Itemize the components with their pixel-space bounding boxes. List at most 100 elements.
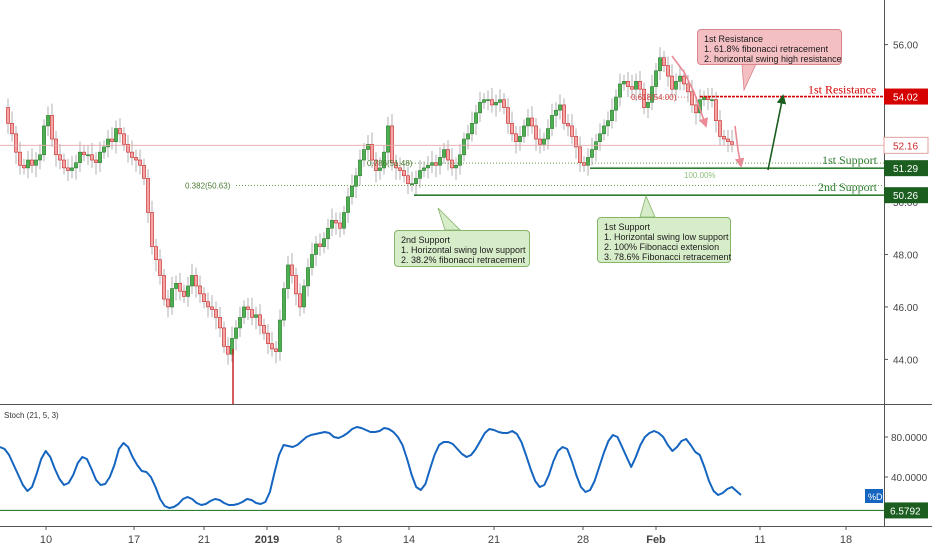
- price-tick-label: 50.00: [893, 198, 918, 209]
- callout-line: 1st Resistance: [704, 34, 764, 44]
- candle-body: [338, 222, 342, 229]
- callout-line: 3. 78.6% Fibonacci retracement: [604, 252, 732, 262]
- candle-body: [522, 125, 526, 137]
- time-tick-label: 21: [488, 534, 500, 546]
- candle-body: [162, 275, 166, 300]
- candle-body: [378, 167, 382, 171]
- candle-body: [94, 159, 98, 163]
- candle-body: [214, 309, 218, 318]
- candle-body: [342, 212, 346, 229]
- candle-body: [642, 88, 646, 108]
- candle-body: [430, 162, 434, 166]
- candle-body: [42, 125, 46, 156]
- candle-body: [246, 306, 250, 310]
- candle-body: [170, 288, 174, 308]
- time-tick-label: 11: [754, 534, 765, 546]
- candle-body: [446, 149, 450, 161]
- candle-body: [398, 167, 402, 171]
- candle-body: [610, 109, 614, 121]
- candle-body: [586, 157, 590, 166]
- fib-618-label: 0.618(54.00): [631, 93, 677, 102]
- candle-body: [178, 283, 182, 292]
- candle-body: [218, 317, 222, 329]
- candle-body: [546, 128, 550, 140]
- candle-body: [250, 309, 254, 318]
- price-tick-label: 44.00: [893, 355, 918, 366]
- support-1-label: 1st Support: [822, 153, 878, 167]
- candle-body: [634, 81, 638, 90]
- candle-body: [226, 345, 230, 355]
- candle-body: [494, 102, 498, 106]
- candle-body: [174, 283, 178, 289]
- candle-body: [574, 136, 578, 148]
- candle-body: [538, 138, 542, 145]
- candle-body: [422, 167, 426, 171]
- support-2-callout: 2nd Support 1. Horizontal swing low supp…: [394, 230, 530, 267]
- candle-body: [554, 109, 558, 116]
- support-1-tag: 51.29: [893, 164, 918, 175]
- time-tick-label: 8: [336, 534, 342, 546]
- time-tick-label: 2019: [255, 534, 279, 546]
- candle-body: [686, 83, 690, 93]
- candle-body: [254, 314, 258, 318]
- candle-body: [166, 298, 170, 308]
- support-2-tag: 50.26: [893, 191, 918, 202]
- candle-body: [14, 133, 18, 153]
- candle-body: [18, 151, 22, 166]
- candle-body: [458, 154, 462, 166]
- candle-body: [614, 96, 618, 111]
- candle-body: [310, 254, 314, 268]
- candle-body: [710, 99, 714, 101]
- candle-body: [410, 183, 414, 185]
- stoch-tick-label: 80.0000: [891, 433, 928, 444]
- candle-body: [606, 120, 610, 127]
- candle-body: [462, 138, 466, 156]
- candle-body: [50, 115, 54, 140]
- candle-body: [402, 170, 406, 177]
- time-tick-label: 21: [198, 534, 210, 546]
- candle-body: [330, 220, 334, 229]
- candle-body: [142, 164, 146, 179]
- candle-body: [38, 154, 42, 161]
- stoch-d-tag: %D: [868, 492, 883, 502]
- annotations: 0.786(51.48) 0.382(50.63) 0.618(54.00) 100.…: [185, 55, 884, 231]
- candle-body: [110, 138, 114, 142]
- support-1-tag-bg: [884, 160, 928, 177]
- candle-body: [670, 75, 674, 90]
- callout-line: 1. Horizontal swing low support: [604, 232, 729, 242]
- time-tick-label: Feb: [646, 534, 666, 546]
- callout-line: 1. 61.8% fibonacci retracement: [704, 44, 829, 54]
- candle-body: [718, 120, 722, 137]
- candle-body: [298, 293, 302, 308]
- candle-body: [658, 57, 662, 72]
- candle-body: [722, 136, 726, 140]
- candle-body: [482, 99, 486, 103]
- candle-body: [206, 301, 210, 308]
- support-2-label: 2nd Support: [818, 180, 878, 194]
- candle-body: [190, 275, 194, 287]
- candle-body: [646, 102, 650, 108]
- candle-body: [382, 151, 386, 169]
- candle-body: [530, 117, 534, 127]
- candle-body: [638, 81, 642, 90]
- candlesticks: [6, 47, 734, 404]
- candle-body: [582, 162, 586, 166]
- candle-body: [78, 151, 82, 163]
- stochastic-panel: Stoch (21, 5, 3): [0, 411, 884, 512]
- candle-body: [242, 306, 246, 318]
- candle-body: [74, 162, 78, 169]
- candle-body: [30, 159, 34, 166]
- candle-body: [666, 65, 670, 77]
- candle-body: [322, 238, 326, 247]
- callout-line: 2. 100% Fibonacci extension: [604, 242, 720, 252]
- candle-body: [114, 128, 118, 142]
- candle-body: [26, 159, 30, 169]
- candle-body: [182, 290, 186, 297]
- candle-body: [466, 133, 470, 140]
- candle-body: [534, 125, 538, 140]
- candle-body: [306, 267, 310, 287]
- candle-body: [374, 159, 378, 171]
- candle-body: [562, 104, 566, 124]
